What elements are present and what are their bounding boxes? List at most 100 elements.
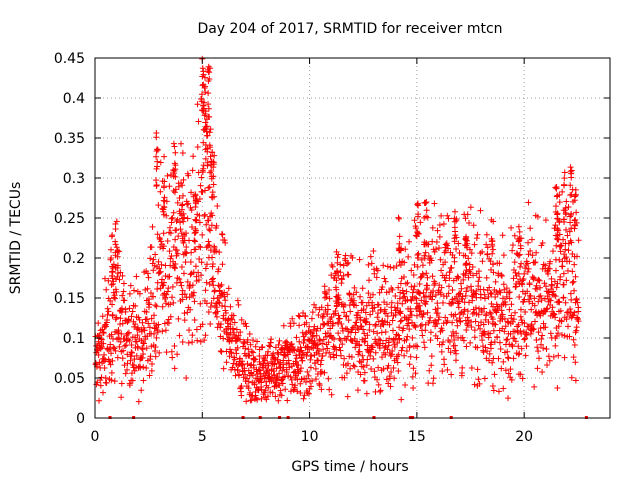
data-point (470, 222, 477, 229)
data-point (539, 332, 546, 339)
data-point (531, 259, 538, 266)
data-point (150, 330, 157, 337)
data-point (172, 149, 179, 156)
data-point (454, 322, 461, 329)
data-point (238, 383, 245, 390)
data-point (252, 356, 259, 363)
data-point (149, 223, 156, 230)
y-tick-label: 0.1 (63, 331, 85, 347)
data-point (104, 317, 111, 324)
data-point (435, 244, 442, 251)
data-point (178, 230, 185, 237)
data-point (483, 231, 490, 238)
data-point (124, 360, 131, 367)
data-point (180, 210, 187, 217)
data-point (511, 259, 518, 266)
data-point (177, 140, 184, 147)
data-point (335, 272, 342, 279)
data-point (500, 385, 507, 392)
data-point (311, 323, 318, 330)
data-point (199, 231, 206, 238)
data-point (202, 287, 209, 294)
data-point (464, 308, 471, 315)
y-tick-label: 0.4 (63, 91, 85, 107)
data-point (555, 330, 562, 337)
data-point (404, 279, 411, 286)
data-point (281, 373, 288, 380)
data-point (175, 315, 182, 322)
data-point (328, 272, 335, 279)
data-point (120, 288, 127, 295)
data-point (466, 266, 473, 273)
data-point (377, 337, 384, 344)
data-point (217, 283, 224, 290)
data-point (348, 353, 355, 360)
data-point (427, 314, 434, 321)
data-point (334, 294, 341, 301)
data-point (280, 364, 287, 371)
data-point (251, 381, 258, 388)
data-point (486, 284, 493, 291)
data-point (533, 282, 540, 289)
x-axis-label: GPS time / hours (291, 459, 408, 475)
data-point (275, 341, 282, 348)
data-point (321, 283, 328, 290)
data-point (462, 252, 469, 259)
data-point (351, 363, 358, 370)
data-point (189, 332, 196, 339)
data-point (104, 305, 111, 312)
data-point (158, 238, 165, 245)
data-point (395, 332, 402, 339)
data-point (321, 369, 328, 376)
data-point (352, 329, 359, 336)
data-point (495, 388, 502, 395)
data-point (503, 336, 510, 343)
data-point (501, 328, 508, 335)
data-point (173, 247, 180, 254)
data-point (451, 342, 458, 349)
data-point (220, 335, 227, 342)
data-point (505, 395, 512, 402)
data-point (511, 232, 518, 239)
data-point (522, 335, 529, 342)
data-point (563, 254, 570, 261)
data-point (486, 357, 493, 364)
data-point (361, 330, 368, 337)
data-point (563, 309, 570, 316)
y-tick-label: 0.05 (54, 371, 85, 387)
data-point (465, 274, 472, 281)
data-point (562, 246, 569, 253)
data-point (388, 299, 395, 306)
data-point (510, 316, 517, 323)
data-point (172, 236, 179, 243)
data-point (119, 320, 126, 327)
data-point (569, 312, 576, 319)
x-tick-label: 15 (408, 429, 426, 445)
data-point (460, 311, 467, 318)
data-point (193, 217, 200, 224)
data-point (412, 342, 419, 349)
data-point (330, 351, 337, 358)
data-point (96, 397, 103, 404)
data-point (293, 352, 300, 359)
data-point (382, 329, 389, 336)
data-point (254, 338, 261, 345)
data-point (337, 337, 344, 344)
data-point (490, 387, 497, 394)
data-point (289, 315, 296, 322)
data-point (442, 259, 449, 266)
data-point (158, 261, 165, 268)
data-point (100, 358, 107, 365)
data-point (101, 275, 108, 282)
data-point (561, 251, 568, 258)
data-point (127, 282, 134, 289)
data-point (391, 304, 398, 311)
data-point (389, 317, 396, 324)
data-point (561, 255, 568, 262)
data-point (173, 218, 180, 225)
data-point (170, 187, 177, 194)
data-point (142, 336, 149, 343)
data-point (417, 323, 424, 330)
data-point (379, 284, 386, 291)
data-point (210, 173, 217, 180)
